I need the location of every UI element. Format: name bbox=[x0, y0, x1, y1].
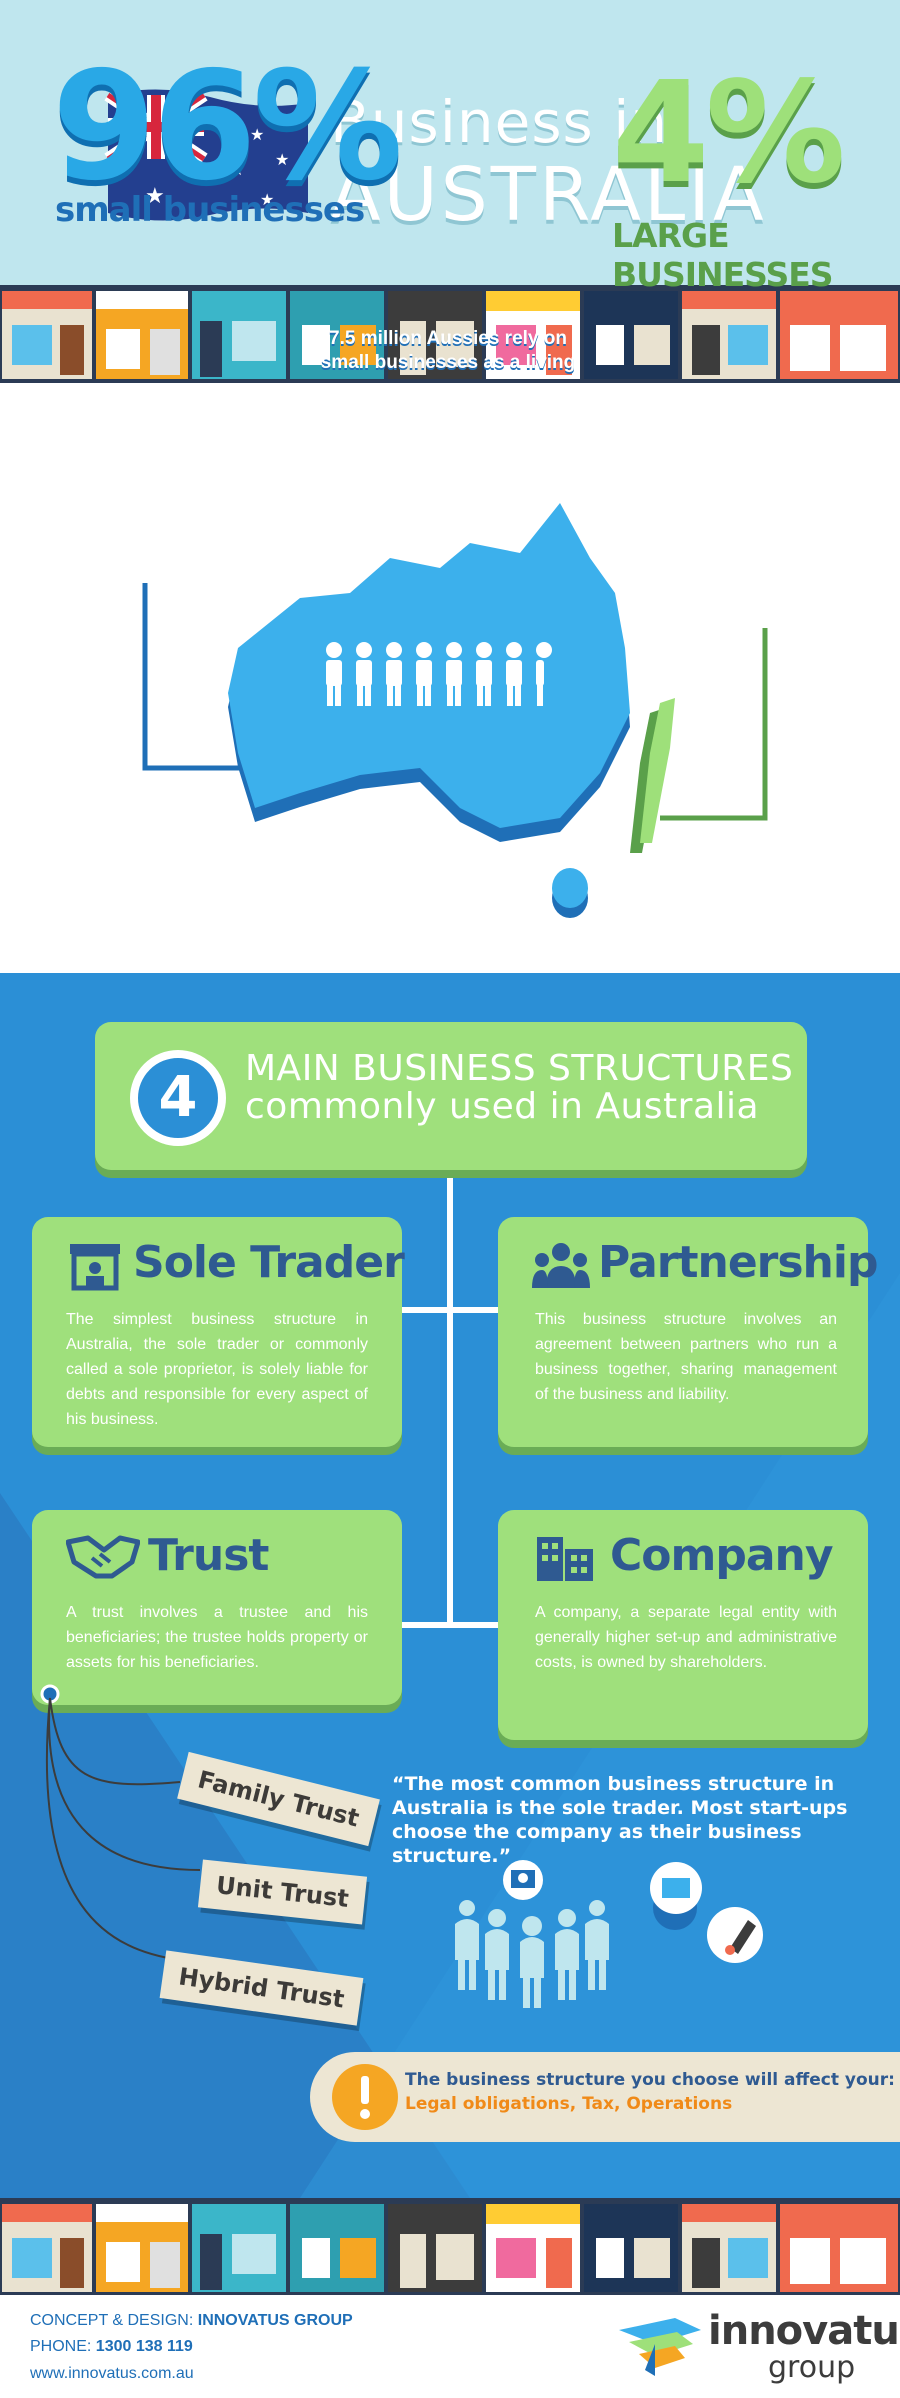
footer-phone: PHONE: 1300 138 119 bbox=[30, 2338, 193, 2356]
main-title-line2: commonly used in Australia bbox=[245, 1086, 760, 1127]
main-title-line1: MAIN BUSINESS STRUCTURES bbox=[245, 1048, 794, 1089]
structures-count-badge: 4 bbox=[130, 1050, 226, 1146]
storefronts-illustration-bottom bbox=[0, 2198, 900, 2295]
notice-bar bbox=[310, 2052, 900, 2142]
website-link[interactable]: www.innovatus.com.au bbox=[30, 2365, 194, 2382]
sole-trader-title: Sole Trader bbox=[133, 1237, 405, 1288]
brand-name: innovatus bbox=[708, 2308, 900, 2354]
stat-small-label: small businesses bbox=[55, 190, 365, 230]
partnership-title: Partnership bbox=[598, 1237, 878, 1288]
concept-value: INNOVATUS GROUP bbox=[197, 2312, 353, 2329]
phone-label: PHONE: bbox=[30, 2338, 92, 2355]
stat-large-percent: 4% bbox=[612, 52, 846, 215]
innovatus-logo-icon bbox=[619, 2318, 701, 2376]
brand-group: group bbox=[768, 2350, 856, 2385]
svg-text:★: ★ bbox=[250, 125, 264, 144]
quote-text: “The most common business structure in A… bbox=[392, 1773, 848, 1867]
warning-icon bbox=[332, 2064, 398, 2130]
title-line2: AUSTRALIA bbox=[330, 152, 767, 238]
australian-flag-icon: ★ ★ ★ ★ ★ bbox=[104, 89, 308, 221]
tag-strings bbox=[40, 1684, 201, 1961]
handshake-icon bbox=[66, 1535, 140, 1579]
connector-lines bbox=[400, 1170, 500, 1628]
notice-line2: Legal obligations, Tax, Operations bbox=[405, 2094, 733, 2114]
title-line1: Business in bbox=[330, 88, 669, 156]
buildings-icon bbox=[537, 1537, 593, 1581]
concept-label: CONCEPT & DESIGN: bbox=[30, 2312, 194, 2329]
svg-text:★: ★ bbox=[275, 150, 289, 169]
main-title: MAIN BUSINESS STRUCTURES commonly used i… bbox=[245, 1050, 793, 1126]
stat-small-percent: 96% bbox=[52, 40, 403, 214]
rocket-icon bbox=[707, 1907, 763, 1963]
sole-trader-body: The simplest business structure in Austr… bbox=[66, 1311, 368, 1428]
storefronts-illustration-top bbox=[0, 285, 900, 383]
group-icon bbox=[532, 1243, 590, 1288]
svg-text:★: ★ bbox=[260, 190, 274, 209]
notice-line1: The business structure you choose will a… bbox=[405, 2070, 895, 2090]
company-body: A company, a separate legal entity with … bbox=[535, 1604, 837, 1671]
trust-title: Trust bbox=[148, 1530, 269, 1581]
footer bbox=[0, 2295, 900, 2398]
svg-text:★: ★ bbox=[145, 184, 165, 209]
trust-body: A trust involves a trustee and his benef… bbox=[66, 1604, 368, 1671]
aussies-caption: 7.5 million Aussies rely on small busine… bbox=[320, 328, 576, 373]
phone-value: 1300 138 119 bbox=[95, 2338, 193, 2355]
people-icon bbox=[326, 642, 552, 706]
partnership-body: This business structure involves an agre… bbox=[535, 1311, 837, 1403]
svg-text:★: ★ bbox=[230, 160, 244, 179]
company-bubble-icon bbox=[650, 1862, 702, 1914]
company-title: Company bbox=[610, 1530, 834, 1581]
footer-concept: CONCEPT & DESIGN: INNOVATUS GROUP bbox=[30, 2312, 353, 2330]
storefront-icon bbox=[70, 1244, 120, 1291]
stat-large-label: LARGE BUSINESSES bbox=[612, 216, 834, 294]
